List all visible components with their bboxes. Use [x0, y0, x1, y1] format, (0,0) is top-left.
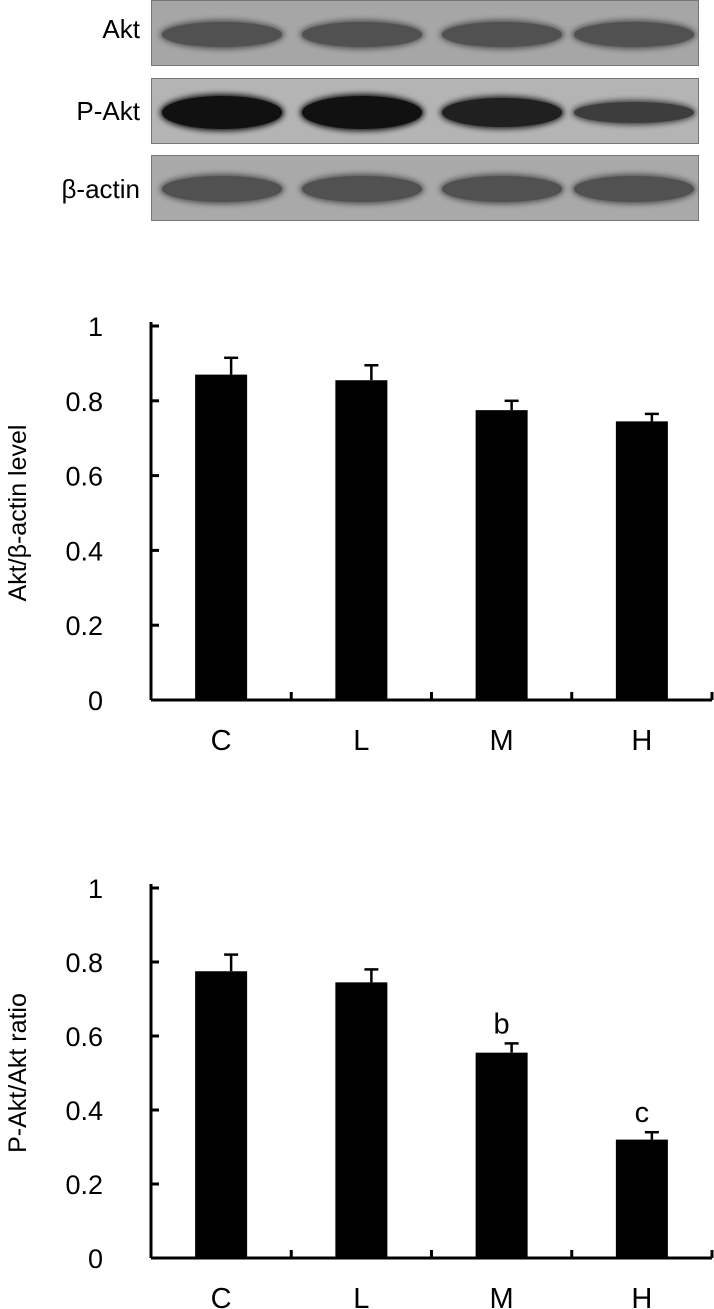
y-tick-label: 0.4 [65, 1096, 103, 1126]
bar-m [475, 1052, 528, 1258]
x-tick-label: L [353, 1283, 369, 1309]
y-tick-label: 0.2 [65, 611, 103, 641]
bar-c [195, 374, 248, 700]
blot-band [162, 176, 282, 202]
blot-band [442, 97, 562, 127]
p-akt-akt-ratio-bar-chart: 0 0.2 0.4 0.6 0.8 1 C L Mb Hc P-Akt/Akt ratio [4, 874, 714, 1309]
y-tick-label: 0.4 [65, 536, 103, 566]
x-tick-label: L [353, 725, 369, 757]
x-tick-label: M [490, 725, 514, 757]
blot-band [574, 21, 694, 47]
blot-band [442, 21, 562, 47]
blot-strip-akt [151, 0, 699, 66]
y-tick-label: 0.2 [65, 1170, 103, 1200]
x-tick-label: H [631, 1283, 652, 1309]
blot-band [574, 101, 694, 123]
blot-strip-p-akt [151, 78, 699, 144]
western-blot-panel: Akt P-Akt β-actin [0, 0, 714, 232]
akt-beta-actin-bar-chart: 0 0.2 0.4 0.6 0.8 1 C L M H Akt/β-actin level [4, 312, 714, 757]
blot-label-p-akt: P-Akt [76, 96, 140, 126]
blot-band [574, 176, 694, 202]
bar-m [475, 410, 528, 700]
x-tick-label: C [211, 1283, 232, 1309]
blot-band [162, 21, 282, 47]
bar-c [195, 971, 248, 1258]
blot-band [302, 21, 422, 47]
y-tick-label: 0 [88, 1244, 103, 1274]
y-tick-label: 1 [88, 874, 103, 904]
bar-l [335, 380, 388, 700]
y-tick-label: 0.6 [65, 462, 103, 492]
blot-band [302, 176, 422, 202]
blot-band [162, 95, 282, 129]
bar-l [335, 982, 388, 1258]
y-tick-label: 0.6 [65, 1022, 103, 1052]
x-tick-label: C [211, 725, 232, 757]
x-tick-label: M [490, 1283, 514, 1309]
bar-h [615, 421, 668, 700]
y-tick-label: 1 [88, 312, 103, 342]
y-tick-label: 0 [88, 686, 103, 716]
blot-band [302, 95, 422, 129]
significance-annotation: b [494, 1008, 510, 1040]
blot-label-akt: Akt [102, 14, 140, 44]
y-tick-label: 0.8 [65, 387, 103, 417]
y-axis-label: P-Akt/Akt ratio [4, 993, 32, 1153]
blot-strip-beta-actin [151, 155, 699, 221]
y-axis-label: Akt/β-actin level [4, 425, 32, 602]
significance-annotation: c [635, 1097, 650, 1129]
blot-label-beta-actin: β-actin [61, 174, 140, 204]
y-tick-label: 0.8 [65, 948, 103, 978]
bar-h [615, 1139, 668, 1258]
x-tick-label: H [631, 725, 652, 757]
blot-band [442, 176, 562, 202]
